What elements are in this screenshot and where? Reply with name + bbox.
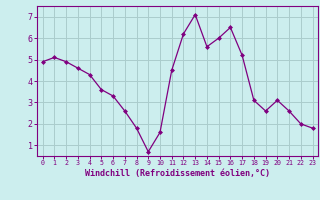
X-axis label: Windchill (Refroidissement éolien,°C): Windchill (Refroidissement éolien,°C)	[85, 169, 270, 178]
